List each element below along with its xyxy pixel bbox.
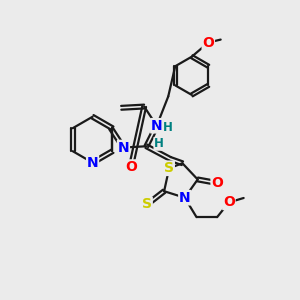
Text: N: N	[179, 191, 190, 205]
Text: O: O	[211, 176, 223, 190]
Text: H: H	[163, 121, 173, 134]
Text: O: O	[223, 195, 235, 209]
Text: N: N	[118, 140, 129, 154]
Text: S: S	[142, 197, 152, 212]
Text: H: H	[154, 137, 164, 150]
Text: O: O	[202, 35, 214, 50]
Text: O: O	[125, 160, 137, 174]
Text: N: N	[87, 156, 98, 170]
Text: S: S	[164, 161, 174, 175]
Text: N: N	[151, 119, 163, 133]
